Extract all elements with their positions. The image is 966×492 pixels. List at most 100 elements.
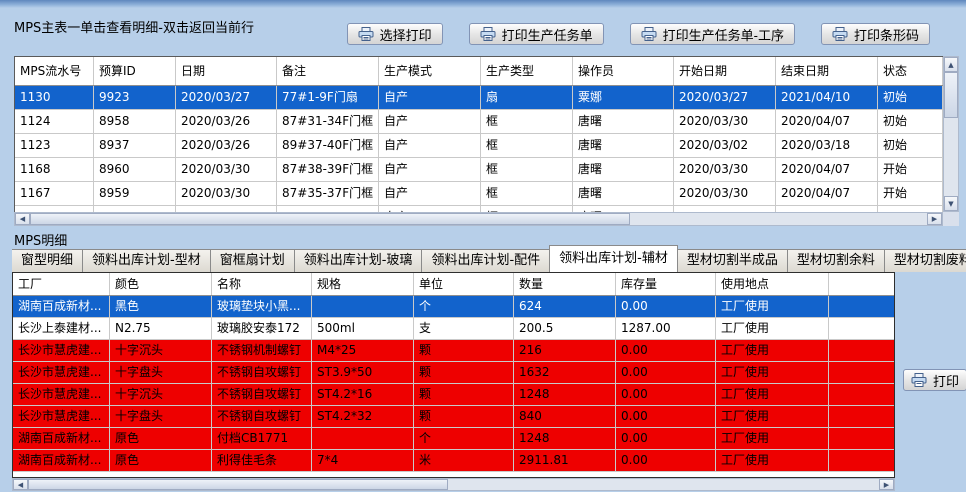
cell-mps-no: 1167 [15,182,94,205]
detail-tab[interactable]: 型材切割半成品 [677,249,788,272]
cell-usage-place: 工厂使用 [716,296,829,317]
print-button[interactable]: 打印条形码 [820,23,930,45]
scroll-right-icon[interactable]: ▶ [879,479,894,490]
cell-unit: 颗 [414,384,514,405]
table-row[interactable]: 长沙市慧虎建... 十字盘头 不锈钢自攻螺钉 ST3.9*50 颗 1632 0… [13,362,894,384]
cell-name: 利得佳毛条 [212,450,312,471]
mps-main-table-title: MPS主表一单击查看明细-双击返回当前行 [14,21,254,36]
cell-unit: 颗 [414,362,514,383]
column-header[interactable]: 数量 [514,273,616,295]
detail-tab[interactable]: 领料出库计划-型材 [83,249,211,272]
detail-tab[interactable]: 领料出库计划-辅材 [549,245,678,272]
cell-filler [829,362,894,383]
column-header[interactable]: 使用地点 [716,273,829,295]
detail-tab[interactable]: 型材切割废料 [884,249,966,272]
cell-color: 十字沉头 [110,384,212,405]
clipped-partial-row: 自产 框 唐曙 [15,206,943,212]
column-header[interactable]: 库存量 [616,273,716,295]
detail-tab[interactable]: 领料出库计划-玻璃 [294,249,423,272]
detail-grid-horizontal-scrollbar[interactable]: ◀ ▶ [12,478,895,491]
scrollbar-thumb[interactable] [30,213,630,225]
table-row[interactable]: 1124 8958 2020/03/26 87#31-34F门框 自产 框 唐曙… [15,110,943,134]
cell-usage-place: 工厂使用 [716,428,829,449]
table-row[interactable]: 自产 框 唐曙 [15,206,943,212]
cell-factory: 长沙市慧虎建... [13,362,110,383]
cell-prod-type: 框 [481,158,573,181]
detail-grid-body: 湖南百成新材... 黑色 玻璃垫块小黑... 个 624 0.00 工厂使用 长… [13,296,894,472]
detail-grid-header: 工厂 颜色 名称 规格 单位 数量 库存量 使用地点 [13,273,894,296]
scroll-left-icon[interactable]: ◀ [15,213,30,225]
cell-budget-id: 8958 [94,110,176,133]
detail-tab[interactable]: 型材切割余料 [787,249,885,272]
scrollbar-track[interactable] [630,213,927,225]
table-row[interactable]: 长沙市慧虎建... 十字沉头 不锈钢机制螺钉 M4*25 颗 216 0.00 … [13,340,894,362]
scrollbar-track[interactable] [448,479,879,490]
column-header[interactable]: 日期 [176,57,277,85]
table-row[interactable]: 长沙上泰建材... N2.75 玻璃胶安泰172 500ml 支 200.5 1… [13,318,894,340]
scrollbar-thumb[interactable] [944,72,958,118]
cell-start-date: 2020/03/30 [674,110,776,133]
cell-name: 付档CB1771 [212,428,312,449]
detail-tab[interactable]: 窗型明细 [12,249,84,272]
detail-grid: 工厂 颜色 名称 规格 单位 数量 库存量 使用地点 湖南百成新材... 黑色 … [12,272,895,478]
cell-color: 十字盘头 [110,362,212,383]
column-header[interactable]: 颜色 [110,273,212,295]
print-button-label: 打印生产任务单-工序 [662,27,784,43]
cell-unit: 支 [414,318,514,339]
scroll-down-icon[interactable]: ▼ [944,196,958,211]
column-header[interactable]: MPS流水号 [15,57,94,85]
table-row[interactable]: 长沙市慧虎建... 十字盘头 不锈钢自攻螺钉 ST4.2*32 颗 840 0.… [13,406,894,428]
cell-factory: 湖南百成新材... [13,428,110,449]
main-grid-vertical-scrollbar[interactable]: ▲ ▼ [943,56,959,212]
scroll-right-icon[interactable]: ▶ [927,213,942,225]
cell-name: 玻璃胶安泰172 [212,318,312,339]
cell-stock: 0.00 [616,406,716,427]
print-button[interactable]: 打印生产任务单 [468,23,604,45]
column-header[interactable]: 结束日期 [776,57,878,85]
table-row[interactable]: 湖南百成新材... 黑色 玻璃垫块小黑... 个 624 0.00 工厂使用 [13,296,894,318]
cell-spec: M4*25 [312,340,414,361]
column-header[interactable]: 单位 [414,273,514,295]
column-header[interactable]: 生产模式 [379,57,481,85]
scrollbar-thumb[interactable] [28,479,448,490]
table-row[interactable]: 1168 8960 2020/03/30 87#38-39F门框 自产 框 唐曙… [15,158,943,182]
cell-date: 2020/03/30 [176,182,277,205]
scroll-left-icon[interactable]: ◀ [13,479,28,490]
cell-operator: 唐曙 [573,110,674,133]
column-header[interactable]: 名称 [212,273,312,295]
scroll-up-icon[interactable]: ▲ [944,57,958,72]
table-row[interactable]: 湖南百成新材... 原色 付档CB1771 个 1248 0.00 工厂使用 [13,428,894,450]
column-header[interactable]: 备注 [277,57,379,85]
main-grid-horizontal-scrollbar[interactable]: ◀ ▶ [14,212,943,226]
column-header[interactable]: 操作员 [573,57,674,85]
detail-print-button[interactable]: 打印 [903,369,966,391]
column-header[interactable]: 工厂 [13,273,110,295]
detail-tab[interactable]: 领料出库计划-配件 [422,249,551,272]
cell-factory: 长沙市慧虎建... [13,340,110,361]
column-header[interactable]: 开始日期 [674,57,776,85]
printer-icon [832,27,848,41]
column-header[interactable]: 预算ID [94,57,176,85]
print-button[interactable]: 打印生产任务单-工序 [629,23,795,45]
scrollbar-track[interactable] [944,118,958,196]
table-row[interactable]: 1123 8937 2020/03/26 89#37-40F门框 自产 框 唐曙… [15,134,943,158]
cell-filler [829,450,894,471]
cell-end-date: 2021/04/10 [776,86,878,109]
cell-budget-id: 8937 [94,134,176,157]
column-header[interactable]: 状态 [878,57,943,85]
cell-mps-no: 1124 [15,110,94,133]
column-header[interactable]: 生产类型 [481,57,573,85]
table-row[interactable]: 湖南百成新材... 原色 利得佳毛条 7*4 米 2911.81 0.00 工厂… [13,450,894,472]
table-row[interactable]: 长沙市慧虎建... 十字沉头 不锈钢自攻螺钉 ST4.2*16 颗 1248 0… [13,384,894,406]
cell-prod-type: 扇 [481,86,573,109]
cell-operator: 唐曙 [573,158,674,181]
cell-mps-no: 1168 [15,158,94,181]
table-row[interactable]: 1167 8959 2020/03/30 87#35-37F门框 自产 框 唐曙… [15,182,943,206]
cell-prod-mode: 自产 [379,134,481,157]
cell-color: 黑色 [110,296,212,317]
table-row[interactable]: 1130 9923 2020/03/27 77#1-9F门扇 自产 扇 粟娜 2… [15,86,943,110]
column-header[interactable]: 规格 [312,273,414,295]
print-button[interactable]: 选择打印 [346,23,443,45]
detail-tab[interactable]: 窗框扇计划 [210,249,295,272]
cell-start-date: 2020/03/30 [674,182,776,205]
